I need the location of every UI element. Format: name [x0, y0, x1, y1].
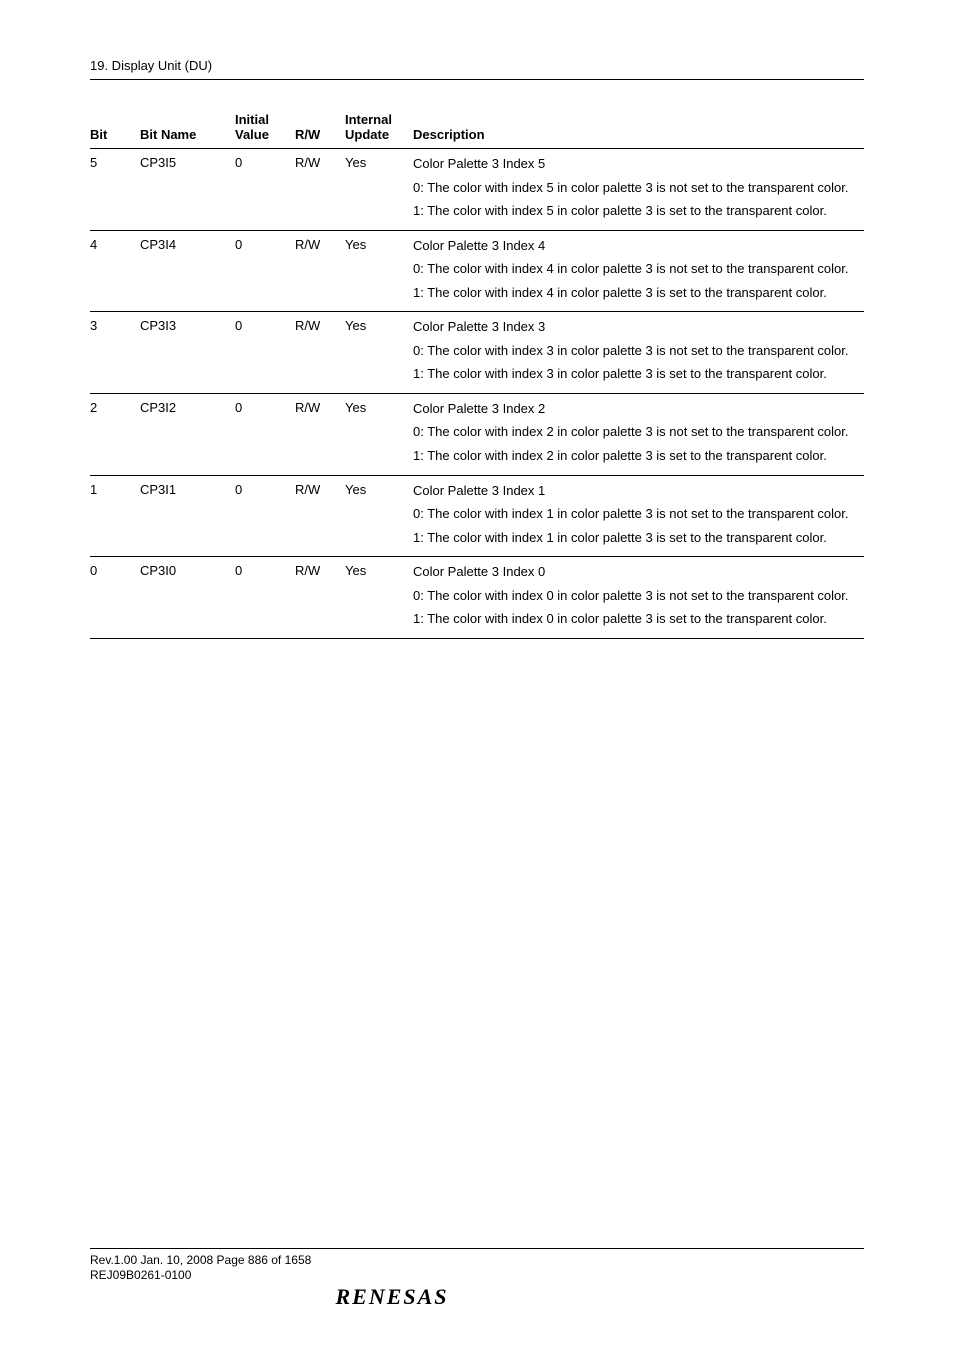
cell-update: Yes [345, 312, 413, 394]
footer-left: Rev.1.00 Jan. 10, 2008 Page 886 of 1658 … [90, 1253, 311, 1284]
page: 19. Display Unit (DU) Bit Bit Name Initi… [0, 0, 954, 1350]
desc-line-0: 0: The color with index 5 in color palet… [413, 179, 858, 197]
cell-rw: R/W [295, 230, 345, 312]
desc-line-0: 0: The color with index 4 in color palet… [413, 260, 858, 278]
cell-update: Yes [345, 149, 413, 231]
col-header-update-l2: Update [345, 127, 389, 142]
col-header-bit: Bit [90, 108, 140, 149]
table-row: 2 CP3I2 0 R/W Yes Color Palette 3 Index … [90, 393, 864, 475]
cell-bit: 0 [90, 557, 140, 639]
col-header-desc: Description [413, 108, 864, 149]
desc-title: Color Palette 3 Index 0 [413, 563, 858, 581]
cell-bitname: CP3I3 [140, 312, 235, 394]
cell-bitname: CP3I0 [140, 557, 235, 639]
cell-bitname: CP3I4 [140, 230, 235, 312]
cell-rw: R/W [295, 475, 345, 557]
register-table: Bit Bit Name Initial Value R/W Internal … [90, 108, 864, 639]
desc-line-1: 1: The color with index 5 in color palet… [413, 202, 858, 220]
desc-title: Color Palette 3 Index 5 [413, 155, 858, 173]
desc-line-1: 1: The color with index 3 in color palet… [413, 365, 858, 383]
cell-rw: R/W [295, 312, 345, 394]
cell-desc: Color Palette 3 Index 5 0: The color wit… [413, 149, 864, 231]
cell-update: Yes [345, 393, 413, 475]
desc-line-0: 0: The color with index 1 in color palet… [413, 505, 858, 523]
desc-line-0: 0: The color with index 3 in color palet… [413, 342, 858, 360]
cell-initial: 0 [235, 149, 295, 231]
cell-desc: Color Palette 3 Index 2 0: The color wit… [413, 393, 864, 475]
table-row: 5 CP3I5 0 R/W Yes Color Palette 3 Index … [90, 149, 864, 231]
cell-rw: R/W [295, 393, 345, 475]
table-body: 5 CP3I5 0 R/W Yes Color Palette 3 Index … [90, 149, 864, 639]
col-header-rw: R/W [295, 108, 345, 149]
cell-rw: R/W [295, 149, 345, 231]
desc-title: Color Palette 3 Index 3 [413, 318, 858, 336]
desc-line-0: 0: The color with index 2 in color palet… [413, 423, 858, 441]
cell-bit: 3 [90, 312, 140, 394]
col-header-update: Internal Update [345, 108, 413, 149]
col-header-bitname: Bit Name [140, 108, 235, 149]
footer-rev-line: Rev.1.00 Jan. 10, 2008 Page 886 of 1658 [90, 1253, 311, 1269]
cell-update: Yes [345, 557, 413, 639]
col-header-initial-l2: Value [235, 127, 269, 142]
table-header-row: Bit Bit Name Initial Value R/W Internal … [90, 108, 864, 149]
table-row: 4 CP3I4 0 R/W Yes Color Palette 3 Index … [90, 230, 864, 312]
cell-initial: 0 [235, 557, 295, 639]
cell-initial: 0 [235, 393, 295, 475]
cell-bitname: CP3I2 [140, 393, 235, 475]
cell-desc: Color Palette 3 Index 3 0: The color wit… [413, 312, 864, 394]
desc-title: Color Palette 3 Index 1 [413, 482, 858, 500]
page-footer: Rev.1.00 Jan. 10, 2008 Page 886 of 1658 … [90, 1236, 864, 1310]
col-header-initial: Initial Value [235, 108, 295, 149]
cell-bit: 5 [90, 149, 140, 231]
renesas-logo: RENESAS [335, 1278, 618, 1309]
desc-line-1: 1: The color with index 1 in color palet… [413, 529, 858, 547]
cell-initial: 0 [235, 230, 295, 312]
footer-doc-code: REJ09B0261-0100 [90, 1268, 311, 1284]
desc-title: Color Palette 3 Index 4 [413, 237, 858, 255]
table-row: 0 CP3I0 0 R/W Yes Color Palette 3 Index … [90, 557, 864, 639]
cell-initial: 0 [235, 312, 295, 394]
cell-bitname: CP3I1 [140, 475, 235, 557]
cell-rw: R/W [295, 557, 345, 639]
desc-line-0: 0: The color with index 0 in color palet… [413, 587, 858, 605]
desc-title: Color Palette 3 Index 2 [413, 400, 858, 418]
col-header-initial-l1: Initial [235, 112, 269, 127]
cell-update: Yes [345, 230, 413, 312]
table-row: 1 CP3I1 0 R/W Yes Color Palette 3 Index … [90, 475, 864, 557]
col-header-update-l1: Internal [345, 112, 392, 127]
desc-line-1: 1: The color with index 2 in color palet… [413, 447, 858, 465]
desc-line-1: 1: The color with index 0 in color palet… [413, 610, 858, 628]
cell-desc: Color Palette 3 Index 4 0: The color wit… [413, 230, 864, 312]
cell-bit: 2 [90, 393, 140, 475]
cell-update: Yes [345, 475, 413, 557]
desc-line-1: 1: The color with index 4 in color palet… [413, 284, 858, 302]
cell-bit: 1 [90, 475, 140, 557]
cell-bit: 4 [90, 230, 140, 312]
cell-bitname: CP3I5 [140, 149, 235, 231]
section-header: 19. Display Unit (DU) [90, 58, 864, 80]
cell-desc: Color Palette 3 Index 0 0: The color wit… [413, 557, 864, 639]
cell-initial: 0 [235, 475, 295, 557]
table-row: 3 CP3I3 0 R/W Yes Color Palette 3 Index … [90, 312, 864, 394]
cell-desc: Color Palette 3 Index 1 0: The color wit… [413, 475, 864, 557]
